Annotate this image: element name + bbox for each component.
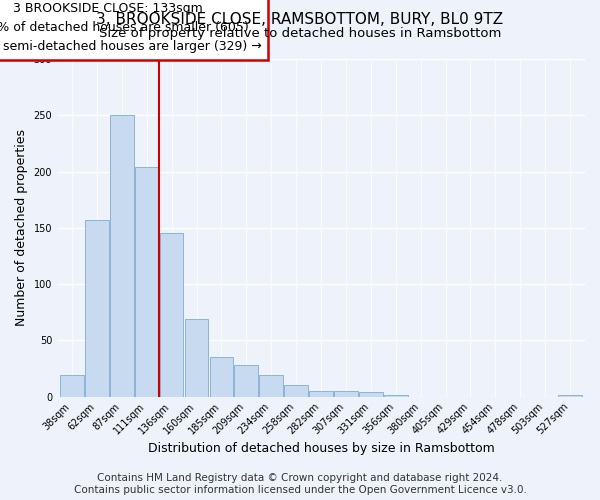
Bar (259, 375, 283, 396)
Text: 3 BROOKSIDE CLOSE: 133sqm
← 64% of detached houses are smaller (605)
35% of semi: 3 BROOKSIDE CLOSE: 133sqm ← 64% of detac… (0, 2, 262, 54)
Bar (309, 391, 333, 396)
Bar (135, 167, 158, 396)
X-axis label: Distribution of detached houses by size in Ramsbottom: Distribution of detached houses by size … (148, 442, 494, 455)
Bar (334, 391, 358, 396)
Bar (359, 392, 383, 396)
Text: Contains HM Land Registry data © Crown copyright and database right 2024.
Contai: Contains HM Land Registry data © Crown c… (74, 474, 526, 495)
Bar (235, 365, 258, 396)
Bar (284, 386, 308, 396)
Bar (85, 220, 109, 396)
Bar (110, 116, 134, 396)
Text: 3, BROOKSIDE CLOSE, RAMSBOTTOM, BURY, BL0 9TZ: 3, BROOKSIDE CLOSE, RAMSBOTTOM, BURY, BL… (97, 12, 503, 28)
Y-axis label: Number of detached properties: Number of detached properties (15, 130, 28, 326)
Bar (60, 375, 84, 396)
Text: Size of property relative to detached houses in Ramsbottom: Size of property relative to detached ho… (99, 28, 501, 40)
Bar (160, 234, 184, 396)
Bar (209, 357, 233, 397)
Bar (185, 319, 208, 396)
